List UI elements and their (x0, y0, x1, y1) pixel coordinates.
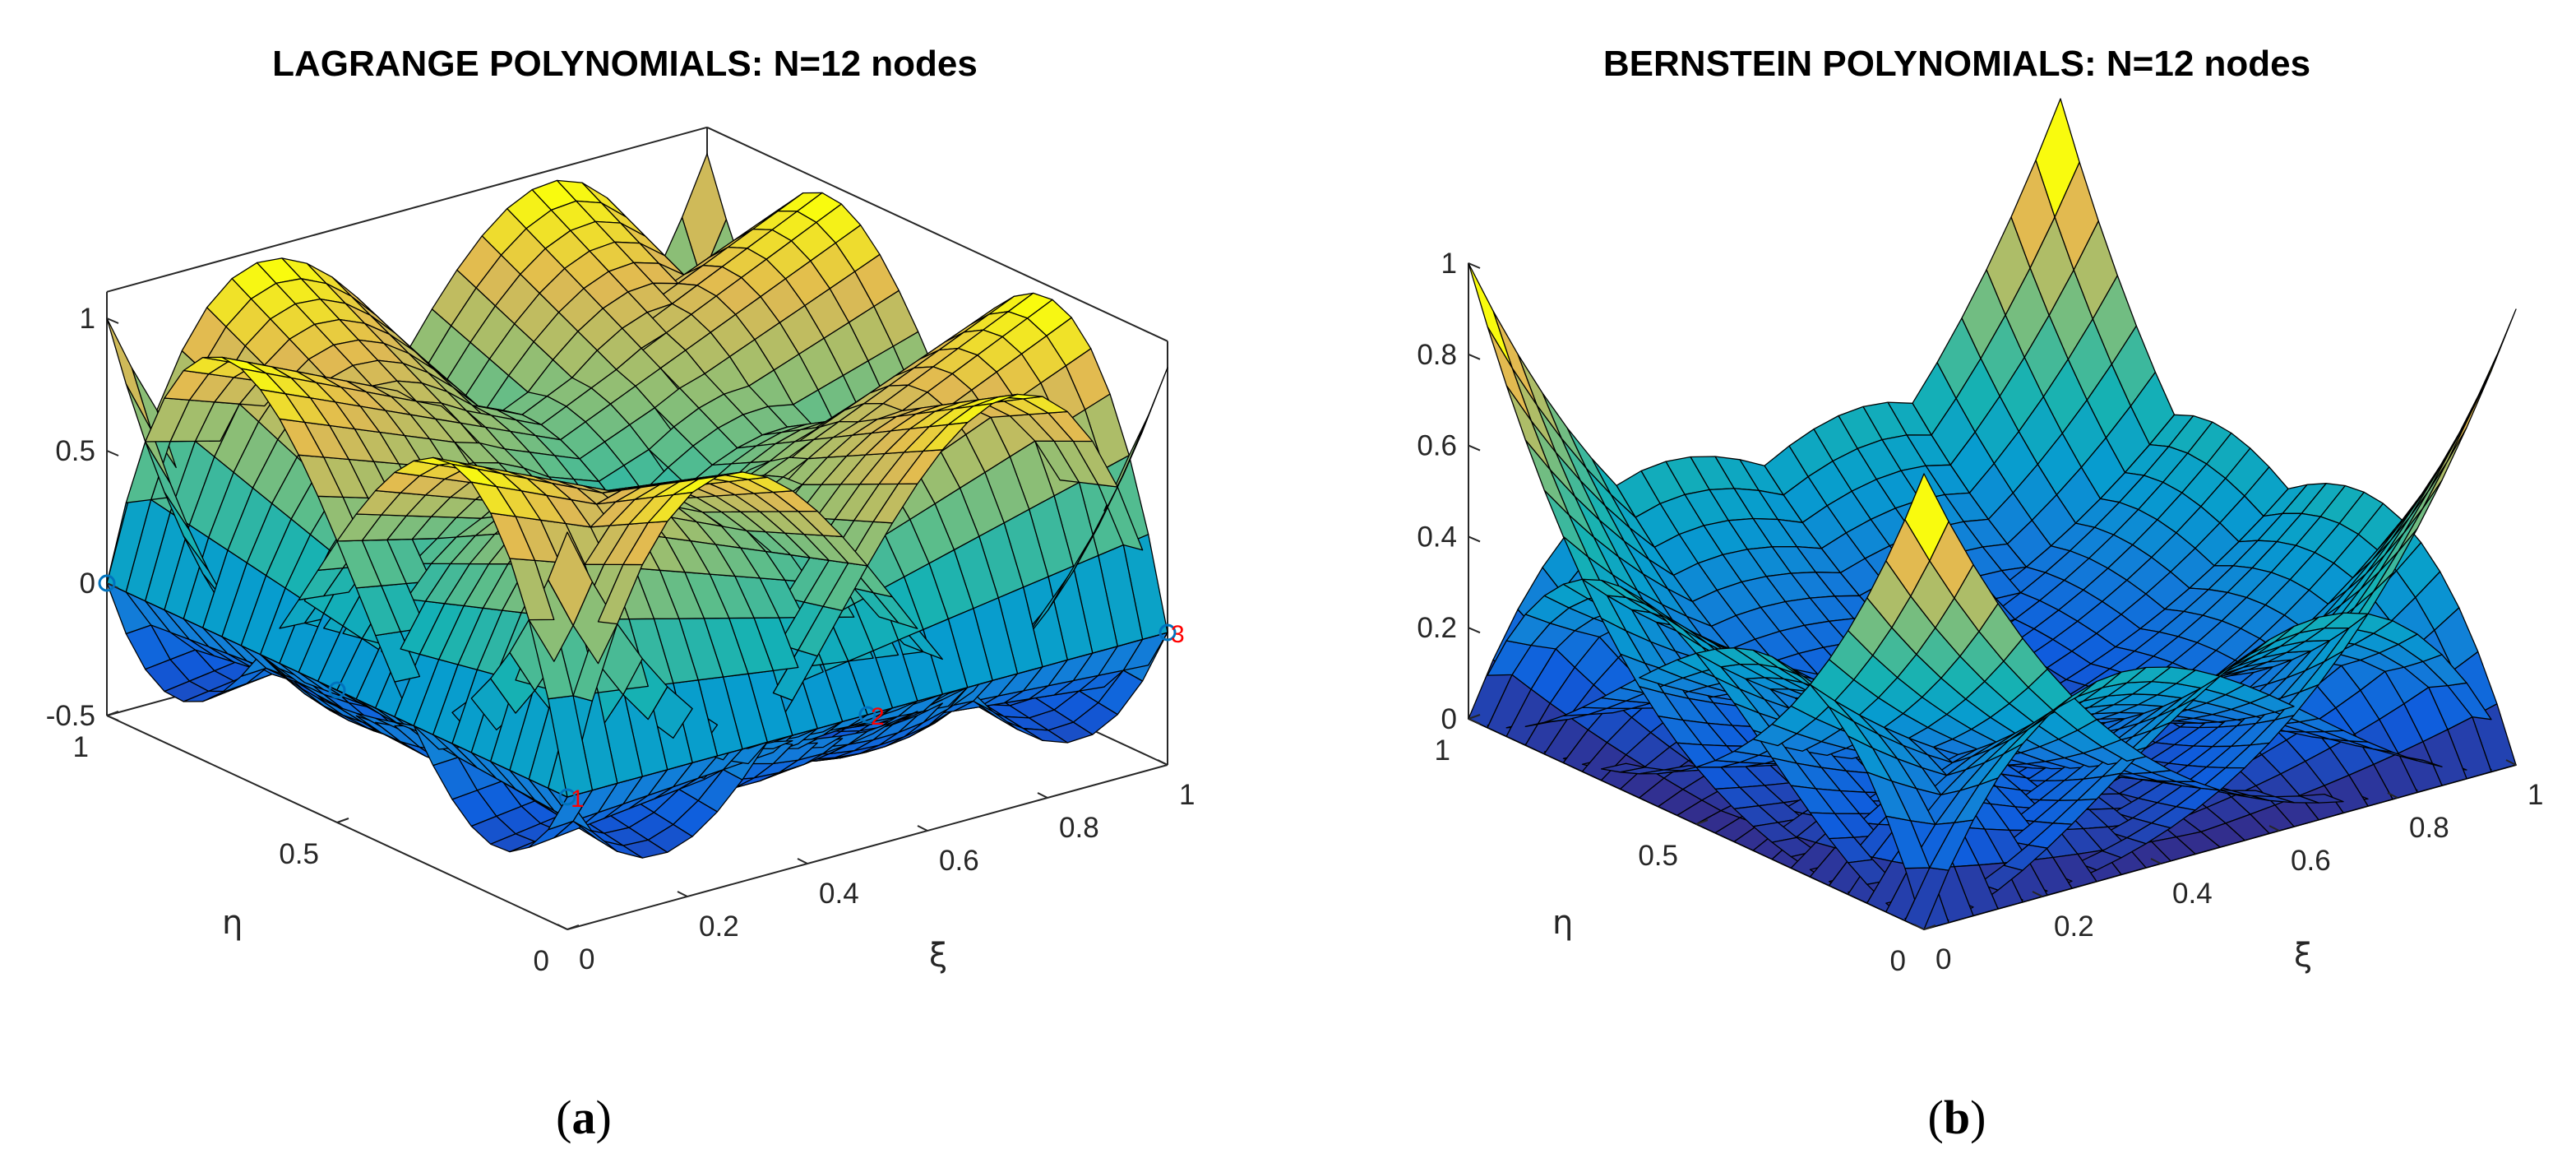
box-edge (706, 126, 1168, 342)
surface-mesh (106, 153, 1168, 859)
xi-axis-line (567, 764, 1168, 930)
box-edge (106, 126, 708, 293)
